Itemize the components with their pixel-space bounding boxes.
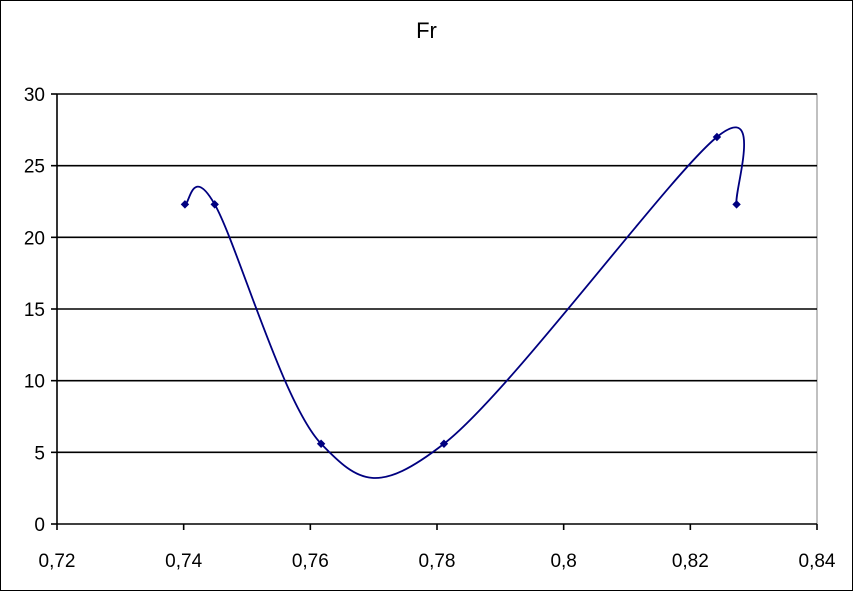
y-tick-label: 15 (24, 300, 45, 321)
y-tick-label: 0 (34, 515, 45, 536)
data-point (732, 200, 741, 209)
x-tick-label: 0,82 (672, 551, 709, 572)
x-axis-ticks: 0,72 0,74 0,76 0,78 0,8 0,82 0,84 (39, 524, 836, 572)
x-tick-label: 0,78 (419, 551, 456, 572)
data-point (712, 132, 722, 142)
data-point (316, 439, 326, 448)
data-point (439, 439, 449, 448)
series-group (180, 126, 746, 479)
x-tick-label: 0,72 (39, 551, 76, 572)
data-point (180, 200, 190, 209)
y-tick-label: 10 (24, 372, 45, 393)
x-tick-label: 0,84 (799, 551, 836, 572)
y-tick-label: 30 (24, 85, 45, 106)
x-tick-label: 0,76 (292, 551, 329, 572)
y-axis-ticks: 0 5 10 15 20 25 30 (24, 85, 57, 536)
x-tick-label: 0,74 (165, 551, 202, 572)
y-tick-label: 5 (34, 443, 45, 464)
gridlines (57, 93, 817, 454)
series-line (184, 126, 746, 479)
y-tick-label: 20 (24, 228, 45, 249)
y-tick-label: 25 (24, 157, 45, 178)
chart-title: Fr (416, 18, 437, 43)
data-point (210, 200, 219, 209)
x-tick-label: 0,8 (550, 551, 576, 572)
